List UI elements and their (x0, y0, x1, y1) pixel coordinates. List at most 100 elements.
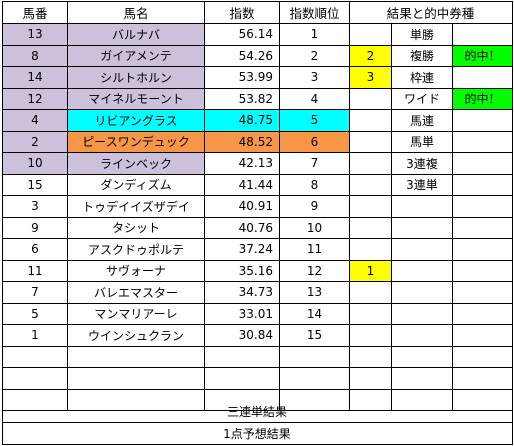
horse-number-cell: 2 (3, 131, 67, 152)
grid-hline (2, 23, 513, 24)
bet-type-cell (392, 304, 452, 325)
grid-hline (2, 422, 513, 423)
hit-cell (453, 110, 512, 131)
index-rank-cell: 10 (306, 220, 323, 235)
hit-cell (453, 368, 512, 389)
bet-type-cell: 3連複 (406, 156, 438, 171)
grid-hline (2, 1, 513, 2)
horse-number-cell: 10 (3, 153, 67, 174)
hit-cell (453, 67, 512, 88)
horse-name-cell: ピースワンデュック (68, 131, 204, 152)
bet-type-cell (392, 282, 452, 303)
hit-cell (453, 239, 512, 260)
grid-hline (2, 195, 513, 196)
result-cell: 1 (350, 260, 391, 281)
index-rank-cell: 12 (306, 263, 323, 278)
horse-number-cell: 12 (3, 88, 67, 109)
index-cell: 42.13 (238, 156, 273, 171)
bet-type-cell: 複勝 (409, 49, 434, 64)
index-cell: 33.01 (238, 306, 273, 321)
bet-type-cell: 3連単 (406, 178, 438, 193)
header-index-rank: 指数順位 (289, 5, 340, 21)
bet-type-cell: ワイド (403, 92, 440, 107)
hit-cell (453, 347, 512, 368)
hit-cell (453, 304, 512, 325)
horse-name-cell: ガイアメンテ (68, 45, 204, 66)
grid-vline (452, 23, 453, 410)
result-cell (350, 132, 391, 153)
grid-hline (2, 281, 513, 282)
index-rank-cell: 1 (310, 27, 319, 42)
result-cell (350, 218, 391, 239)
header-horse-name: 馬名 (123, 5, 149, 21)
index-rank-cell: 14 (306, 306, 323, 321)
bet-type-cell: 馬単 (409, 135, 434, 150)
grid-hline (2, 45, 513, 46)
index-rank-cell: 15 (306, 328, 323, 343)
horse-number-cell: 6 (31, 242, 39, 257)
grid-hline (2, 238, 513, 239)
one-point-result-row: 1点予想結果 (223, 427, 291, 441)
result-cell: 3 (350, 67, 391, 88)
horse-number-cell: 7 (31, 285, 39, 300)
horse-number-cell: 9 (31, 220, 39, 235)
grid-vline (349, 1, 350, 410)
index-cell: 53.82 (238, 91, 273, 106)
index-cell (205, 347, 279, 368)
grid-vline (279, 1, 280, 410)
grid-hline (2, 324, 513, 325)
result-cell (350, 175, 391, 196)
horse-name-cell (68, 368, 204, 389)
result-cell: 2 (350, 45, 391, 66)
grid-hline (2, 346, 513, 347)
horse-name-cell: マンマリアーレ (94, 307, 178, 322)
bet-type-cell: 枠連 (409, 70, 434, 85)
horse-name-cell: バレエマスター (93, 285, 178, 300)
grid-hline (2, 109, 513, 110)
index-cell: 54.26 (238, 48, 273, 63)
grid-hline (2, 131, 513, 132)
index-rank-cell (280, 368, 349, 389)
bet-type-cell (392, 261, 452, 282)
horse-name-cell: トゥデイイズザデイ (82, 199, 190, 214)
index-cell: 48.75 (205, 110, 279, 131)
grid-hline (2, 174, 513, 175)
result-cell (350, 304, 391, 325)
horse-number-cell (3, 347, 67, 368)
hit-cell (453, 282, 512, 303)
header-index: 指数 (229, 5, 255, 21)
result-cell (350, 347, 391, 368)
result-cell (350, 196, 391, 217)
horse-number-cell: 13 (3, 24, 67, 45)
index-rank-cell: 3 (310, 70, 319, 85)
result-cell (350, 282, 391, 303)
index-cell: 37.24 (238, 242, 273, 257)
index-cell: 35.16 (238, 263, 273, 278)
header-result-bet: 結果と的中券種 (386, 5, 475, 21)
horse-name-cell: リビアングラス (68, 110, 204, 131)
hit-cell (453, 153, 512, 174)
horse-name-cell: バルナバ (68, 24, 204, 45)
index-cell: 40.76 (238, 220, 273, 235)
horse-number-cell (3, 368, 67, 389)
index-rank-cell: 11 (306, 242, 323, 257)
hit-cell: 的中！ (453, 45, 512, 66)
horse-number-cell: 3 (31, 199, 39, 214)
bet-type-cell (392, 196, 452, 217)
grid-vline (2, 1, 3, 445)
hit-cell (453, 325, 512, 346)
horse-number-cell: 4 (3, 110, 67, 131)
result-cell (350, 368, 391, 389)
bet-type-cell: 馬連 (409, 113, 434, 128)
index-cell: 34.73 (238, 285, 273, 300)
grid-hline (2, 444, 513, 445)
result-cell (350, 110, 391, 131)
bet-type-cell (392, 325, 452, 346)
hit-cell (453, 218, 512, 239)
index-cell: 41.44 (238, 177, 273, 192)
horse-number-cell: 11 (27, 263, 43, 278)
grid-vline (67, 1, 68, 410)
bet-type-cell (392, 218, 452, 239)
grid-hline (2, 152, 513, 153)
index-rank-cell: 5 (280, 110, 349, 131)
